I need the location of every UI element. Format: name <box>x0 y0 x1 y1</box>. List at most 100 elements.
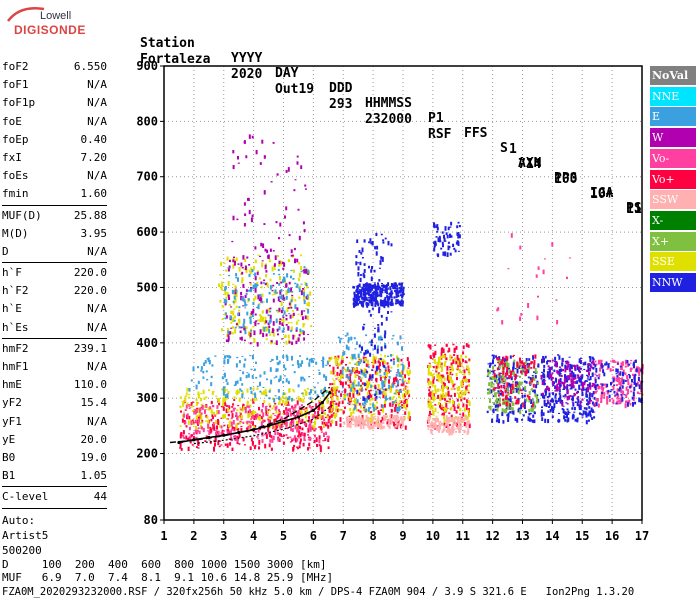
echo-point <box>559 366 561 368</box>
echo-point <box>285 290 288 296</box>
echo-point <box>217 420 220 425</box>
echo-point <box>433 396 436 400</box>
echo-point <box>222 391 225 396</box>
echo-point <box>492 390 495 392</box>
echo-point <box>502 420 505 424</box>
echo-point <box>243 339 246 342</box>
echo-point <box>185 395 188 397</box>
echo-point <box>500 375 503 380</box>
param-value: N/A <box>87 302 107 316</box>
echo-point <box>303 412 306 414</box>
echo-point <box>401 302 404 307</box>
echo-point <box>537 295 539 298</box>
echo-point <box>323 412 326 414</box>
echo-point <box>627 374 630 376</box>
echo-point <box>298 430 301 436</box>
echo-point <box>516 375 519 377</box>
echo-point <box>290 321 293 324</box>
echo-point <box>337 379 340 382</box>
echo-point <box>451 365 454 370</box>
echo-point <box>249 271 252 275</box>
echo-point <box>304 281 307 286</box>
echo-point <box>344 381 347 385</box>
echo-point <box>498 356 501 360</box>
echo-point <box>465 343 468 347</box>
echo-point <box>278 400 281 405</box>
echo-point <box>248 316 251 319</box>
echo-point <box>428 392 431 397</box>
echo-point <box>363 372 366 377</box>
echo-point <box>226 256 229 260</box>
echo-point <box>377 328 380 333</box>
echo-point <box>284 400 287 406</box>
echo-point <box>298 296 301 299</box>
param-name: fxI <box>2 150 22 164</box>
echo-point <box>299 330 302 333</box>
echo-point <box>620 378 623 384</box>
echo-point <box>454 357 457 361</box>
echo-point <box>501 376 504 379</box>
echo-point <box>381 404 384 408</box>
echo-point <box>561 360 564 362</box>
echo-point <box>257 438 260 440</box>
echo-point <box>463 406 466 408</box>
echo-point <box>606 395 609 401</box>
echo-point <box>616 400 619 405</box>
echo-point <box>300 290 303 296</box>
echo-point <box>382 392 385 398</box>
echo-point <box>377 303 380 307</box>
echo-point <box>456 232 459 236</box>
echo-point <box>368 292 370 296</box>
echo-point <box>463 430 466 433</box>
echo-point <box>293 409 296 411</box>
echo-point <box>325 364 328 366</box>
echo-point <box>437 363 440 369</box>
echo-point <box>267 255 270 259</box>
echo-point <box>368 421 371 424</box>
echo-point <box>238 397 241 402</box>
echo-point <box>559 378 562 383</box>
echo-point <box>303 378 306 382</box>
echo-point <box>310 426 313 430</box>
echo-point <box>574 365 576 370</box>
echo-point <box>346 420 349 425</box>
echo-point <box>443 421 446 426</box>
echo-point <box>188 393 191 396</box>
echo-point <box>369 283 372 288</box>
echo-point <box>441 347 444 351</box>
echo-point <box>504 378 507 383</box>
x-tick-label: 3 <box>220 529 227 543</box>
echo-point <box>434 425 437 429</box>
echo-point <box>434 419 437 423</box>
echo-point <box>438 401 441 406</box>
echo-point <box>512 363 515 369</box>
echo-point <box>430 428 433 434</box>
echo-point <box>440 247 443 250</box>
echo-point <box>287 380 290 385</box>
echo-point <box>524 374 527 376</box>
echo-point <box>389 370 392 372</box>
echo-point <box>363 404 366 408</box>
echo-point <box>578 376 581 379</box>
echo-point <box>227 340 230 342</box>
echo-point <box>467 420 470 424</box>
echo-point <box>285 396 288 400</box>
echo-point <box>290 426 293 432</box>
echo-point <box>616 368 619 373</box>
echo-point <box>188 433 191 435</box>
echo-point <box>445 392 448 397</box>
echo-point <box>505 372 507 375</box>
echo-point <box>498 389 501 391</box>
echo-point <box>328 415 331 420</box>
echo-point <box>277 296 280 302</box>
echo-point <box>282 294 285 299</box>
echo-point <box>353 337 356 340</box>
echo-point <box>387 304 390 308</box>
echo-point <box>428 416 431 420</box>
echo-point <box>338 409 341 412</box>
echo-point <box>494 387 497 390</box>
echo-point <box>202 427 205 433</box>
echo-point <box>428 346 431 349</box>
echo-point <box>434 388 437 392</box>
echo-point <box>356 419 359 425</box>
